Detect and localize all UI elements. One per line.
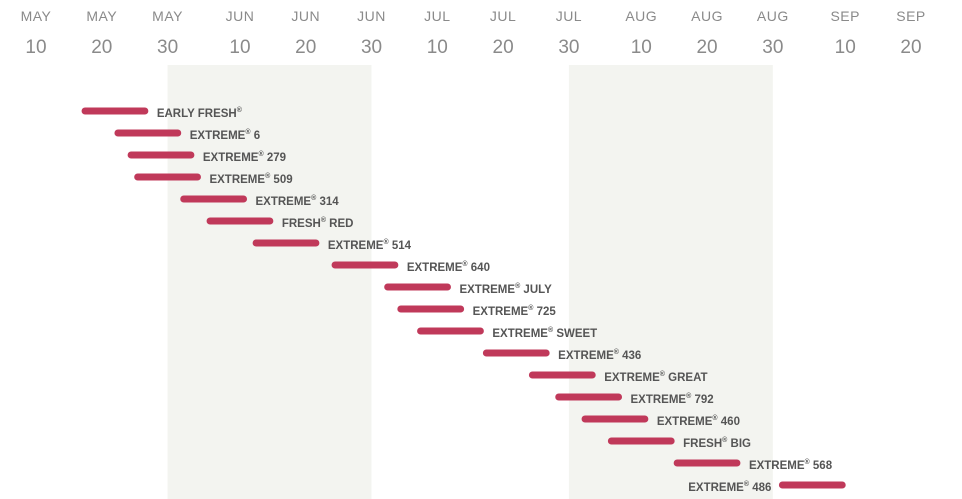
variety-label: EXTREME® 486 [688,480,771,494]
variety-row: EXTREME® SWEET [417,326,597,340]
tick-day-label: 20 [900,37,921,58]
variety-label: EARLY FRESH® [157,106,243,120]
tick-day-label: 30 [558,37,579,58]
date-axis: MAY 10 MAY 20 MAY 30 JUN 10 JUN 20 JUN 30 JUL 10 JUL 20… [21,8,926,58]
variety-row: EXTREME® 792 [555,392,714,406]
variety-label: EXTREME® 725 [473,304,557,318]
variety-label: EXTREME® 514 [328,238,412,252]
tick-day-label: 20 [295,37,316,58]
variety-row: EXTREME® 436 [482,348,641,362]
variety-bars: EARLY FRESH® EXTREME® 6 EXTREME® 279 EXTREM… [81,106,846,494]
tick-day-label: 10 [427,37,448,58]
variety-row: FRESH® RED [206,216,354,230]
tick-month-label: MAY [152,8,183,24]
variety-row: EXTREME® 279 [127,150,286,164]
tick-day-label: 10 [835,37,856,58]
tick-month-label: JUL [556,8,582,24]
tick-month-label: SEP [830,8,860,24]
variety-label: EXTREME® 509 [209,172,292,186]
variety-row: EXTREME® 6 [114,128,260,142]
tick-month-label: AUG [757,8,789,24]
variety-label: EXTREME® 640 [407,260,490,274]
tick-day-label: 20 [696,37,717,58]
tick-month-label: JUN [357,8,386,24]
tick-day-label: 20 [493,37,514,58]
variety-row: EXTREME® 514 [252,238,412,252]
variety-row: FRESH® BIG [607,436,751,450]
variety-row: EXTREME® 725 [397,304,557,318]
shaded-band-1 [167,65,372,499]
tick-month-label: JUN [226,8,255,24]
shaded-band-2 [568,65,773,499]
variety-label: EXTREME® JULY [459,282,552,296]
variety-label: EXTREME® SWEET [492,326,597,340]
variety-label: EXTREME® 6 [190,128,260,142]
shaded-bands [167,65,773,499]
tick-month-label: MAY [86,8,117,24]
variety-row: EXTREME® 314 [180,194,340,208]
variety-row: EXTREME® 509 [134,172,293,186]
tick-day-label: 20 [91,37,112,58]
tick-month-label: JUL [424,8,450,24]
variety-label: EXTREME® GREAT [604,370,707,384]
tick-month-label: AUG [625,8,657,24]
tick-day-label: 30 [157,37,178,58]
variety-label: FRESH® BIG [683,436,751,450]
tick-month-label: SEP [896,8,926,24]
variety-row: EXTREME® 640 [331,260,490,274]
tick-day-label: 10 [631,37,652,58]
variety-label: EXTREME® 279 [203,150,286,164]
variety-row: EXTREME® 486 [688,480,846,494]
variety-row: EXTREME® GREAT [528,370,708,384]
variety-label: EXTREME® 568 [749,458,833,472]
variety-row: EXTREME® 460 [581,414,740,428]
variety-row: EARLY FRESH® [81,106,243,120]
variety-label: EXTREME® 436 [558,348,641,362]
tick-month-label: JUN [291,8,320,24]
tick-day-label: 10 [229,37,250,58]
tick-day-label: 30 [762,37,783,58]
tick-month-label: AUG [691,8,723,24]
tick-month-label: JUL [490,8,516,24]
variety-label: EXTREME® 460 [657,414,740,428]
tick-month-label: MAY [21,8,52,24]
variety-label: EXTREME® 314 [256,194,340,208]
variety-row: EXTREME® JULY [384,282,552,296]
tick-day-label: 10 [25,37,46,58]
variety-label: FRESH® RED [282,216,354,230]
tick-day-label: 30 [361,37,382,58]
variety-row: EXTREME® 568 [673,458,833,472]
variety-label: EXTREME® 792 [631,392,714,406]
